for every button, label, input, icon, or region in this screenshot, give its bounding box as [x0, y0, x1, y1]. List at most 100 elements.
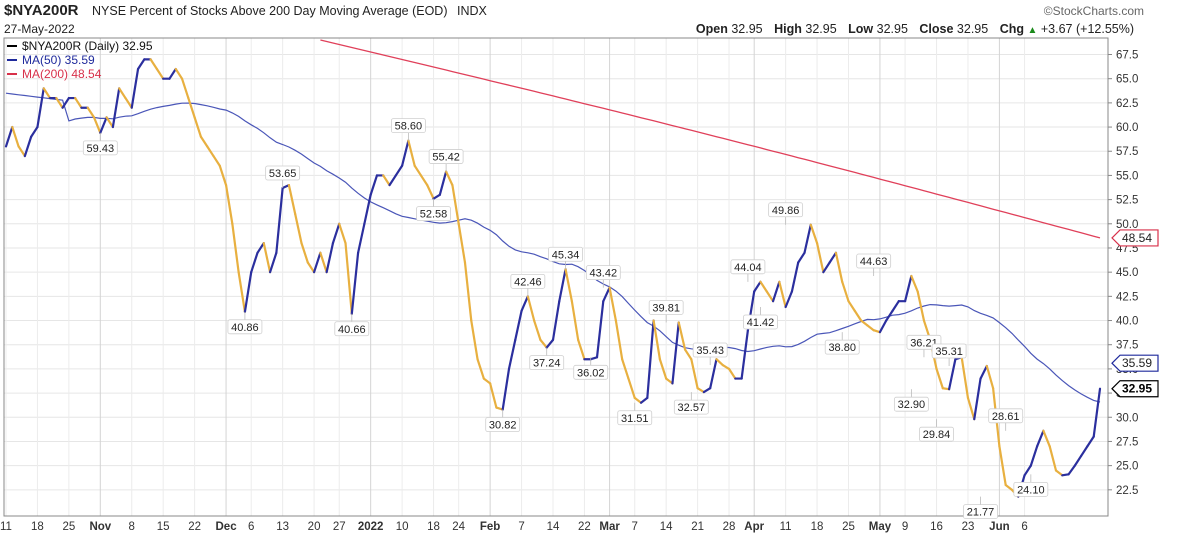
- price-segment: [130, 67, 140, 109]
- annotation-label: 49.86: [772, 205, 800, 217]
- ohlc-readout: Open 32.95 High 32.95 Low 32.95 Close 32…: [688, 22, 1134, 36]
- price-series: [4, 58, 1102, 498]
- x-tick-label: Apr: [744, 521, 764, 533]
- annotation-box: [416, 206, 451, 222]
- x-tick-label: 21: [691, 521, 704, 533]
- price-segment: [627, 377, 636, 400]
- price-segment: [325, 242, 335, 274]
- price-segment: [539, 338, 548, 349]
- annotation-label: 38.80: [828, 342, 856, 354]
- annotation-box: [919, 426, 954, 442]
- x-tick-label: 7: [632, 521, 638, 533]
- price-segment: [558, 268, 567, 303]
- x-tick-label: 10: [396, 521, 409, 533]
- y-tick-label: 30.0: [1116, 412, 1138, 424]
- price-segment: [231, 222, 240, 274]
- price-segment: [501, 367, 511, 411]
- price-segment: [407, 139, 416, 167]
- y-tick-label: 62.5: [1116, 98, 1138, 110]
- price-segment: [948, 358, 957, 391]
- annotation-label: 44.63: [860, 256, 888, 268]
- price-segment: [344, 242, 353, 315]
- price-segment: [866, 324, 875, 332]
- y-tick-label: 60.0: [1116, 122, 1138, 134]
- price-segment: [243, 271, 253, 313]
- value-tag-box: [1111, 229, 1159, 247]
- annotation-label: 29.84: [923, 429, 951, 441]
- chart-date: 27-May-2022: [4, 22, 75, 36]
- price-segment: [300, 242, 309, 264]
- annotation-label: 30.82: [489, 420, 517, 432]
- price-segment: [621, 358, 630, 380]
- price-segment: [822, 261, 831, 274]
- price-segment: [237, 271, 247, 313]
- price-segment: [1042, 429, 1051, 448]
- price-segment: [55, 96, 64, 109]
- annotation-box: [931, 343, 967, 359]
- price-segment: [973, 377, 982, 421]
- price-segment: [92, 116, 102, 134]
- price-segment: [753, 280, 762, 293]
- price-segment: [727, 367, 737, 380]
- x-tick-label: 18: [427, 521, 440, 533]
- annotation-label: 40.66: [338, 324, 366, 336]
- price-segment: [312, 251, 322, 274]
- high-label: High: [774, 22, 802, 36]
- annotation-box: [963, 504, 998, 519]
- price-segment: [99, 116, 108, 134]
- price-segment: [853, 309, 863, 322]
- open-value: 32.95: [731, 22, 763, 36]
- ma200-line: [320, 39, 1101, 239]
- y-tick-label: 55.0: [1116, 170, 1138, 182]
- price-segment: [419, 174, 429, 187]
- annotation-label: 40.86: [231, 322, 259, 334]
- price-segment: [193, 116, 203, 138]
- annotation-box: [988, 408, 1024, 424]
- annotation-label: 53.65: [269, 168, 297, 180]
- price-segment: [608, 286, 617, 322]
- price-segment: [124, 96, 133, 109]
- x-tick-label: 7: [518, 521, 524, 533]
- price-segment: [331, 222, 341, 245]
- price-segment: [1080, 445, 1089, 458]
- price-segment: [1004, 483, 1014, 491]
- price-segment: [633, 396, 643, 404]
- price-segment: [1036, 429, 1045, 448]
- price-segment: [551, 300, 561, 341]
- annotation-label: 36.21: [910, 337, 938, 349]
- annotation-label: 44.04: [734, 262, 762, 274]
- chart-description: NYSE Percent of Stocks Above 200 Day Mov…: [92, 4, 487, 18]
- x-tick-label: 14: [660, 521, 673, 533]
- value-tag-label: 35.59: [1122, 356, 1152, 370]
- price-segment: [111, 87, 121, 129]
- price-segment: [463, 261, 473, 322]
- price-segment: [174, 67, 184, 80]
- x-tick-label: 9: [902, 521, 908, 533]
- ma200-series: [320, 39, 1101, 239]
- price-segment: [275, 186, 284, 254]
- chg-label: Chg: [999, 22, 1024, 36]
- x-tick-label: 16: [930, 521, 943, 533]
- price-segment: [740, 329, 750, 380]
- x-tick-label: Dec: [216, 521, 238, 533]
- price-segment: [526, 295, 536, 322]
- price-segment: [815, 242, 825, 274]
- x-tick-label: 2022: [358, 521, 384, 533]
- x-tick-label: 14: [547, 521, 560, 533]
- x-tick-label: 22: [578, 521, 591, 533]
- description-text: NYSE Percent of Stocks Above 200 Day Mov…: [92, 4, 448, 18]
- price-segment: [828, 251, 838, 264]
- x-tick-label: Jun: [989, 521, 1009, 533]
- price-segment: [445, 170, 454, 187]
- legend-label: $NYA200R (Daily) 32.95: [22, 39, 153, 53]
- price-segment: [319, 251, 328, 274]
- symbol: $NYA200R: [4, 2, 79, 19]
- price-segment: [652, 319, 661, 361]
- price-segment: [382, 174, 391, 187]
- price-segment: [105, 116, 114, 129]
- price-segment: [690, 358, 699, 390]
- annotations: 59.43 40.86 53.65 40.66 58.60 52.58 55.42 30.82…: [82, 118, 1049, 519]
- price-segment: [671, 321, 680, 385]
- annotation-box: [893, 396, 929, 412]
